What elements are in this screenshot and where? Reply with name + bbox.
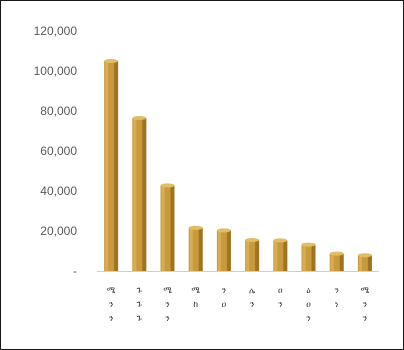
x-category-glyph: ን: [363, 314, 368, 324]
x-category-glyph: ን: [250, 300, 255, 310]
x-category-label: ንነ: [334, 286, 339, 310]
bar-highlight: [133, 118, 137, 271]
bars-group: [104, 59, 372, 271]
bar-shadow: [255, 240, 260, 271]
bar: [245, 238, 260, 271]
x-category-label: ሜከ: [191, 286, 200, 310]
bar-shadow: [339, 253, 344, 271]
bar-cap: [216, 228, 231, 233]
x-category-label: ዐን: [278, 286, 283, 310]
bar: [216, 228, 231, 271]
bar-cap: [188, 225, 203, 230]
y-tick-label: 100,000: [34, 64, 78, 78]
bar-cap: [357, 253, 372, 258]
x-category-glyph: ሜ: [361, 286, 370, 296]
y-tick-label: 60,000: [40, 144, 77, 158]
bar-shadow: [198, 227, 203, 271]
x-category-glyph: ጉ: [137, 300, 143, 310]
bar-cap: [104, 59, 119, 63]
bar-shadow: [311, 244, 316, 271]
y-tick-label: 40,000: [40, 184, 77, 198]
bar-shadow: [114, 61, 119, 271]
x-category-glyph: ን: [222, 286, 227, 296]
bar: [301, 242, 316, 271]
x-category-glyph: ጉ: [137, 286, 143, 296]
x-category-label: ሜንን: [107, 286, 116, 324]
bar-highlight: [330, 253, 334, 271]
bar-highlight: [358, 255, 362, 271]
bar: [273, 238, 288, 271]
bar-highlight: [161, 185, 165, 271]
bar-highlight: [189, 227, 193, 271]
y-tick-label: -: [73, 264, 77, 278]
x-category-glyph: ከ: [193, 300, 198, 310]
bar: [104, 59, 119, 271]
x-category-glyph: ጉ: [137, 314, 143, 324]
bar-highlight: [217, 230, 221, 271]
bar-cap: [160, 183, 175, 188]
bar-highlight: [246, 240, 250, 271]
x-category-label: ዕዐን: [306, 286, 311, 324]
x-category-glyph: ን: [109, 300, 114, 310]
x-category-glyph: ዐ: [278, 286, 283, 296]
bar-cap: [301, 242, 316, 247]
bar: [329, 251, 344, 271]
x-category-glyph: ን: [165, 314, 170, 324]
bar-shadow: [283, 240, 288, 271]
x-category-glyph: ን: [165, 300, 170, 310]
bar-highlight: [274, 240, 278, 271]
bar-cap: [132, 116, 147, 120]
y-axis-tick-labels: - 20,000 40,000 60,000 80,000 100,000 120,000: [34, 24, 78, 278]
x-category-label: ንዐ: [222, 286, 227, 310]
bar-cap: [245, 238, 260, 242]
y-tick-label: 20,000: [40, 224, 77, 238]
bar-shadow: [226, 230, 231, 271]
x-category-glyph: ነ: [335, 300, 339, 310]
bar-highlight: [302, 244, 306, 271]
x-category-label: ጉጉጉ: [137, 286, 143, 324]
x-category-glyph: ዐ: [222, 300, 227, 310]
x-category-glyph: ን: [363, 300, 368, 310]
bar-cap: [273, 238, 288, 243]
x-category-glyph: ሜ: [163, 286, 172, 296]
x-category-glyph: ን: [109, 314, 114, 324]
bar: [132, 116, 147, 271]
bar: [188, 225, 203, 271]
x-category-glyph: ዐ: [306, 300, 311, 310]
x-category-glyph: ን: [334, 286, 339, 296]
x-category-glyph: ን: [306, 314, 311, 324]
x-category-glyph: ሜ: [191, 286, 200, 296]
bar: [357, 253, 372, 271]
x-category-glyph: ሌ: [249, 286, 256, 296]
bar-shadow: [367, 255, 372, 271]
x-category-label: ሜንን: [361, 286, 370, 324]
bar-shadow: [142, 118, 147, 271]
y-tick-label: 120,000: [34, 24, 78, 38]
bar-highlight: [105, 61, 109, 271]
x-category-label: ሌን: [249, 286, 256, 310]
x-category-label: ሜንን: [163, 286, 172, 324]
bar-shadow: [170, 185, 175, 271]
x-category-glyph: ሜ: [107, 286, 116, 296]
bar: [160, 183, 175, 271]
bar-cap: [329, 251, 344, 256]
y-tick-label: 80,000: [40, 104, 77, 118]
x-category-glyph: ን: [278, 300, 283, 310]
x-category-glyph: ዕ: [306, 286, 310, 296]
